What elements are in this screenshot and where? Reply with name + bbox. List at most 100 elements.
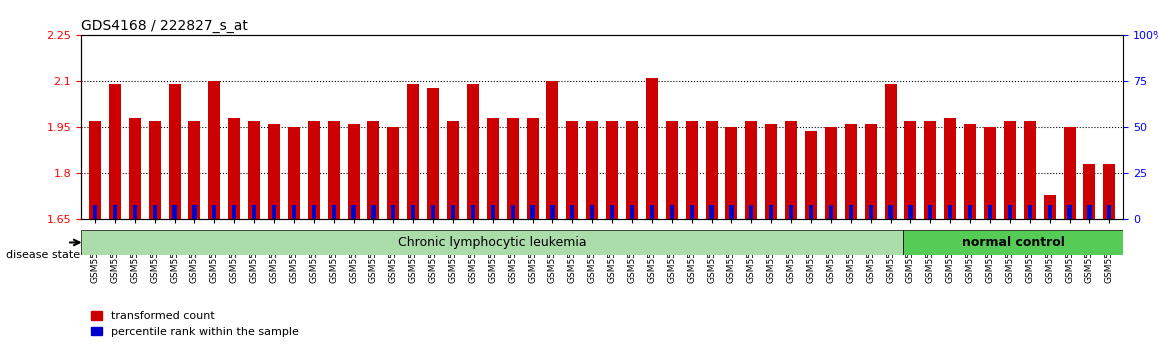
Bar [924,121,937,219]
Bar [730,205,733,219]
Bar [570,205,574,219]
Bar [650,205,654,219]
FancyBboxPatch shape [903,230,1123,255]
Bar [272,205,276,219]
Bar [153,205,156,219]
Bar [769,205,774,219]
Bar [849,205,852,219]
Bar [749,205,754,219]
Bar [328,121,339,219]
Bar [1087,205,1092,219]
Bar [984,127,996,219]
Legend: transformed count, percentile rank within the sample: transformed count, percentile rank withi… [87,307,303,341]
Bar [93,205,97,219]
Bar [447,121,459,219]
Bar [148,121,161,219]
Bar [450,205,455,219]
Bar [491,205,494,219]
Text: Chronic lymphocytic leukemia: Chronic lymphocytic leukemia [397,236,586,249]
Bar [547,81,558,219]
Bar [1027,205,1032,219]
Bar [248,121,261,219]
Bar [208,81,220,219]
Bar [173,205,177,219]
Bar [1043,195,1056,219]
Bar [845,124,857,219]
Bar [109,85,120,219]
Bar [189,121,200,219]
Bar [312,205,316,219]
Bar [1084,164,1095,219]
Bar [391,205,395,219]
Bar [610,205,614,219]
Bar [308,121,320,219]
Bar [212,205,217,219]
Bar [408,85,419,219]
Bar [1104,164,1115,219]
Bar [1048,205,1051,219]
Bar [868,205,873,219]
Bar [904,121,916,219]
Bar [228,118,240,219]
Bar [467,85,479,219]
Bar [591,205,594,219]
Bar [192,205,197,219]
Bar [112,205,117,219]
Bar [1063,127,1076,219]
Bar [948,205,952,219]
Bar [666,121,677,219]
Bar [507,118,519,219]
Bar [169,85,181,219]
Bar [725,127,738,219]
Bar [944,118,957,219]
Bar [511,205,515,219]
Bar [746,121,757,219]
Bar [1007,205,1012,219]
Bar [809,205,813,219]
Bar [129,118,141,219]
Bar [431,205,435,219]
Bar [352,205,356,219]
Bar [471,205,475,219]
Bar [929,205,932,219]
Bar [388,127,400,219]
Bar [968,205,973,219]
Bar [89,121,101,219]
Bar [586,121,599,219]
Bar [908,205,913,219]
Bar [965,124,976,219]
Text: GDS4168 / 222827_s_at: GDS4168 / 222827_s_at [81,19,248,33]
Bar [686,121,697,219]
FancyBboxPatch shape [81,230,903,255]
Bar [765,124,777,219]
Bar [705,121,718,219]
Bar [292,205,296,219]
Bar [646,78,658,219]
Bar [486,118,499,219]
Bar [689,205,694,219]
Bar [427,87,439,219]
Bar [530,205,535,219]
Bar [133,205,137,219]
Bar [232,205,236,219]
Bar [267,124,280,219]
Bar [824,127,837,219]
Text: disease state: disease state [6,250,80,259]
Bar [411,205,416,219]
Bar [785,121,797,219]
Bar [865,124,877,219]
Bar [527,118,538,219]
Bar [372,205,375,219]
Bar [710,205,713,219]
Bar [789,205,793,219]
Bar [606,121,618,219]
Bar [805,131,816,219]
Bar [626,121,638,219]
Bar [1107,205,1112,219]
Bar [885,85,896,219]
Bar [1068,205,1071,219]
Bar [988,205,992,219]
Bar [1004,121,1016,219]
Bar [829,205,833,219]
Bar [1024,121,1035,219]
